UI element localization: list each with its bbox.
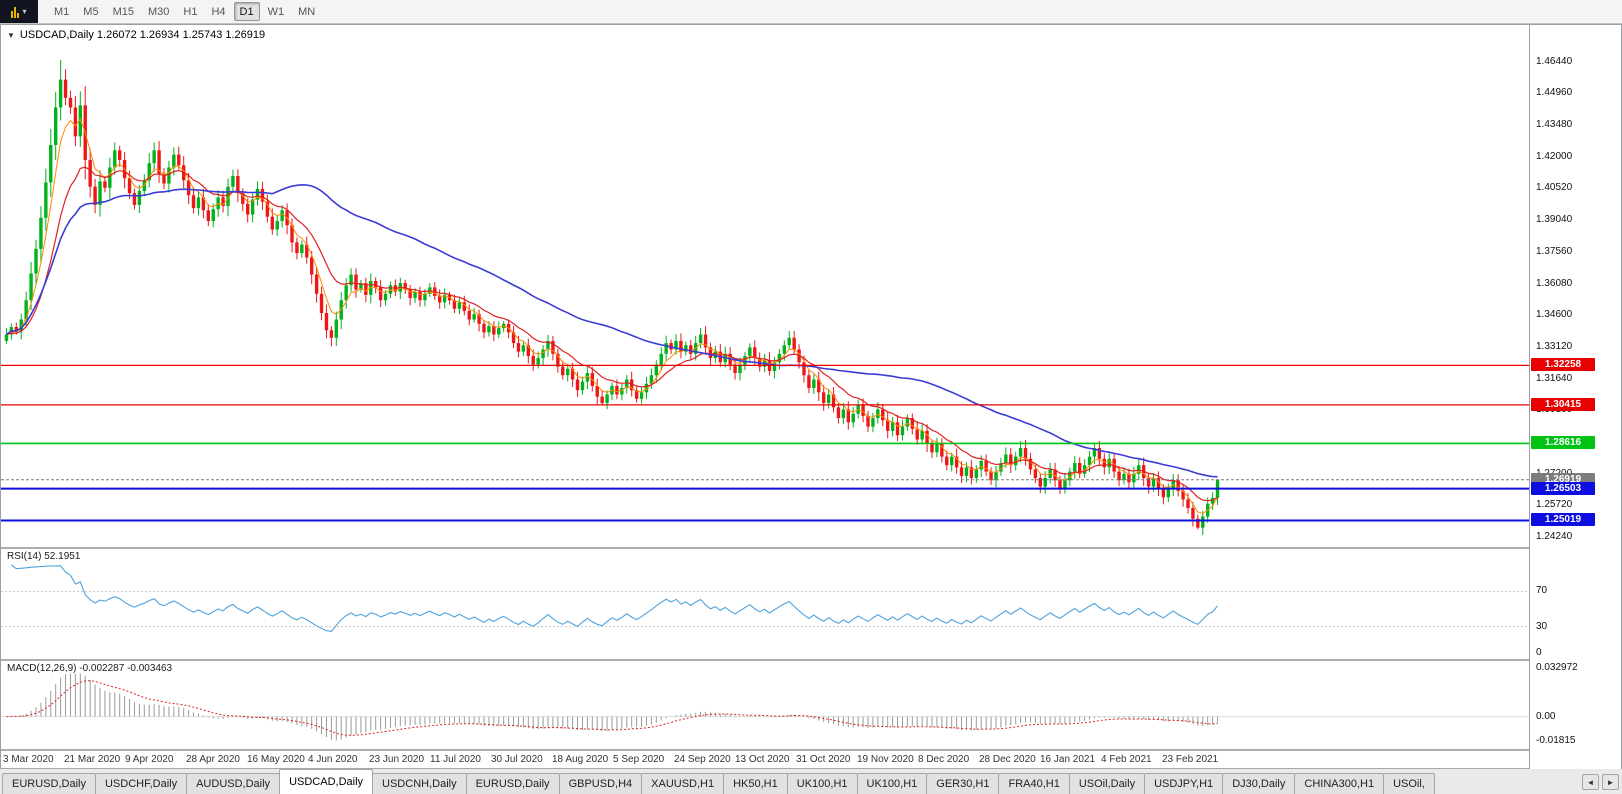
date-label: 5 Sep 2020 (613, 754, 665, 765)
timeframe-m15-button[interactable]: M15 (112, 5, 134, 18)
chart-tab-usdjpy-h1[interactable]: USDJPY,H1 (1144, 773, 1224, 794)
price-level-label: 1.32258 (1531, 358, 1595, 372)
timeframe-buttons: M1 M5 M15 M30 H1 H4 D1 W1 MN (48, 0, 321, 23)
axis-tick: 1.25720 (1536, 499, 1573, 511)
timeframe-h1-button[interactable]: H1 (183, 5, 198, 18)
date-label: 3 Mar 2020 (3, 754, 54, 765)
macd-canvas[interactable] (1, 661, 1529, 749)
macd-panel[interactable]: MACD(12,26,9) -0.002287 -0.003463 (1, 661, 1529, 749)
date-label: 31 Oct 2020 (796, 754, 851, 765)
axis-tick: 0.032972 (1536, 662, 1578, 673)
chart-tools-group[interactable]: ▾ (0, 0, 38, 23)
chart-tab-eurusd-daily[interactable]: EURUSD,Daily (465, 773, 560, 794)
timeframe-m30-button[interactable]: M30 (147, 5, 170, 18)
price-scale[interactable]: 1.46440 1.44960 1.43480 1.42000 1.40520 1.390… (1529, 25, 1621, 769)
axis-tick: 1.31640 (1536, 372, 1573, 384)
date-label: 23 Jun 2020 (369, 754, 425, 765)
date-label: 9 Apr 2020 (125, 754, 174, 765)
chart-symbol-header: ▼ USDCAD,Daily 1.26072 1.26934 1.25743 1… (7, 29, 265, 41)
tab-scroll-controls: ◄ ► (1579, 774, 1619, 790)
chart-tab-hk50-h1[interactable]: HK50,H1 (723, 773, 788, 794)
price-level-label: 1.30415 (1531, 397, 1595, 411)
chart-window: ▼ USDCAD,Daily 1.26072 1.26934 1.25743 1… (0, 24, 1622, 769)
chart-tab-xauusd-h1[interactable]: XAUUSD,H1 (641, 773, 725, 794)
axis-tick: 1.40520 (1536, 182, 1573, 194)
axis-tick: 0 (1536, 647, 1542, 658)
chart-tab-usoil-daily[interactable]: USOil,Daily (1068, 773, 1146, 794)
chart-tab-usdchf-daily[interactable]: USDCHF,Daily (94, 773, 188, 794)
chart-tab-china300-h1[interactable]: CHINA300,H1 (1294, 773, 1385, 794)
chart-tab-uk100-h1[interactable]: UK100,H1 (856, 773, 928, 794)
panel-divider[interactable] (1, 749, 1621, 751)
top-toolbar: ▾ M1 M5 M15 M30 H1 H4 D1 W1 MN (0, 0, 1622, 24)
date-label: 16 Jan 2021 (1040, 754, 1096, 765)
dropdown-arrow-icon: ▾ (22, 6, 27, 16)
timeframe-h4-button[interactable]: H4 (211, 5, 226, 18)
price-level-label: 1.25019 (1531, 513, 1595, 527)
axis-tick: 1.37560 (1536, 245, 1573, 257)
axis-tick: 70 (1536, 585, 1548, 597)
chart-tab-usdcad-daily[interactable]: USDCAD,Daily (279, 769, 374, 794)
macd-label: MACD(12,26,9) -0.002287 -0.003463 (7, 663, 173, 674)
rsi-label: RSI(14) 52.1951 (7, 551, 81, 562)
axis-tick: 30 (1536, 620, 1548, 632)
panel-divider[interactable] (1, 659, 1621, 661)
axis-tick: 1.24240 (1536, 531, 1573, 543)
timeframe-m5-button[interactable]: M5 (83, 5, 99, 18)
axis-tick: -0.01815 (1536, 735, 1576, 746)
chart-tab-dj30-daily[interactable]: DJ30,Daily (1222, 773, 1296, 794)
time-axis[interactable]: 3 Mar 2020 21 Mar 2020 9 Apr 2020 28 Apr 20… (1, 751, 1529, 769)
date-label: 18 Aug 2020 (552, 754, 609, 765)
price-chart-canvas[interactable] (1, 25, 1529, 547)
chart-tab-gbpusd-h4[interactable]: GBPUSD,H4 (558, 773, 643, 794)
date-label: 8 Dec 2020 (918, 754, 970, 765)
axis-tick: 1.44960 (1536, 87, 1573, 99)
candlestick-chart-icon (11, 6, 20, 18)
symbol-dropdown-icon: ▼ (7, 30, 15, 40)
axis-tick: 1.34600 (1536, 309, 1573, 321)
symbol-ohlc-text: USDCAD,Daily 1.26072 1.26934 1.25743 1.2… (19, 29, 266, 41)
chart-tab-bar: EURUSD,Daily USDCHF,Daily AUDUSD,Daily USDC… (0, 768, 1622, 794)
axis-tick: 1.33120 (1536, 340, 1573, 352)
axis-tick: 1.42000 (1536, 150, 1573, 162)
axis-tick: 1.39040 (1536, 214, 1573, 226)
chart-tab-ger30-h1[interactable]: GER30,H1 (926, 773, 1000, 794)
chart-tab-usdcnh-daily[interactable]: USDCNH,Daily (372, 773, 467, 794)
panel-divider[interactable] (1, 547, 1621, 549)
rsi-canvas[interactable] (1, 549, 1529, 659)
timeframe-d1-button[interactable]: D1 (233, 2, 260, 21)
date-label: 28 Dec 2020 (979, 754, 1036, 765)
date-label: 21 Mar 2020 (64, 754, 121, 765)
rsi-panel[interactable]: RSI(14) 52.1951 (1, 549, 1529, 659)
timeframe-w1-button[interactable]: W1 (267, 5, 285, 18)
chart-tab-audusd-daily[interactable]: AUDUSD,Daily (186, 773, 281, 794)
chart-tab-fra40-h1[interactable]: FRA40,H1 (998, 773, 1070, 794)
price-level-label: 1.28616 (1531, 436, 1595, 450)
axis-tick: 1.46440 (1536, 55, 1573, 67)
timeframe-m1-button[interactable]: M1 (54, 5, 70, 18)
timeframe-mn-button[interactable]: MN (298, 5, 316, 18)
chart-tab-eurusd-daily[interactable]: EURUSD,Daily (2, 773, 96, 794)
date-label: 19 Nov 2020 (857, 754, 914, 765)
axis-tick: 0.00 (1536, 710, 1556, 722)
date-label: 30 Jul 2020 (491, 754, 543, 765)
date-label: 13 Oct 2020 (735, 754, 790, 765)
tabs-scroll-left-button[interactable]: ◄ (1582, 774, 1599, 790)
date-label: 11 Jul 2020 (430, 754, 481, 765)
chart-tabs: EURUSD,Daily USDCHF,Daily AUDUSD,Daily USDC… (2, 769, 1580, 794)
chart-tab-usoil-[interactable]: USOil, (1383, 773, 1435, 794)
date-label: 4 Jun 2020 (308, 754, 358, 765)
chart-tab-uk100-h1[interactable]: UK100,H1 (786, 773, 858, 794)
axis-tick: 1.43480 (1536, 119, 1573, 131)
price-chart-panel[interactable]: ▼ USDCAD,Daily 1.26072 1.26934 1.25743 1… (1, 25, 1529, 547)
price-level-label: 1.26503 (1531, 481, 1595, 495)
tabs-scroll-right-button[interactable]: ► (1602, 774, 1619, 790)
axis-tick: 1.36080 (1536, 277, 1573, 289)
date-label: 4 Feb 2021 (1101, 754, 1152, 765)
date-label: 28 Apr 2020 (186, 754, 240, 765)
date-label: 23 Feb 2021 (1162, 754, 1219, 765)
date-label: 24 Sep 2020 (674, 754, 731, 765)
date-label: 16 May 2020 (247, 754, 305, 765)
